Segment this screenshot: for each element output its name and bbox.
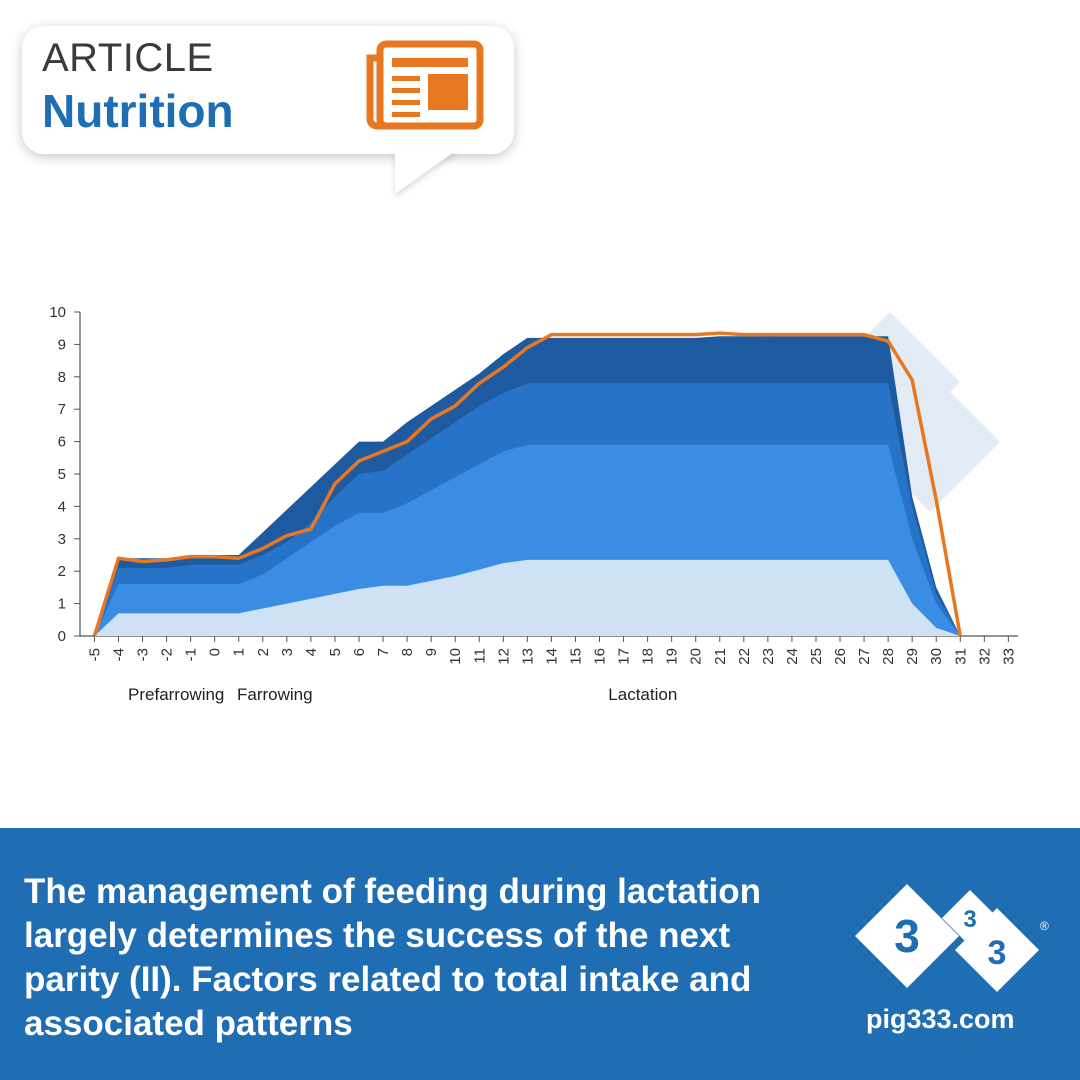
logo-registered-mark: ® xyxy=(1040,919,1049,933)
x-tick-label: 29 xyxy=(904,648,921,665)
y-tick-label: 2 xyxy=(58,563,66,580)
x-tick-label: 7 xyxy=(375,648,392,656)
x-tick-label: 26 xyxy=(832,648,849,665)
chart-areas xyxy=(94,336,961,636)
x-tick-label: -1 xyxy=(183,648,200,661)
y-tick-label: 7 xyxy=(58,401,66,418)
x-tick-label: 11 xyxy=(471,648,488,664)
x-tick-label: 24 xyxy=(784,648,801,665)
x-tick-label: 22 xyxy=(736,648,753,665)
x-tick-label: 3 xyxy=(279,648,296,656)
y-tick-label: 8 xyxy=(58,369,66,386)
logo-digit-right: 3 xyxy=(988,934,1007,972)
x-tick-label: 28 xyxy=(880,648,897,665)
x-tick-label: 13 xyxy=(519,648,536,665)
x-tick-label: 30 xyxy=(928,648,945,665)
x-tick-label: 14 xyxy=(543,648,560,665)
y-tick-label: 1 xyxy=(58,596,66,613)
chart-line xyxy=(92,331,963,637)
y-tick-label: 4 xyxy=(58,498,66,515)
x-tick-label: 1 xyxy=(231,648,248,656)
x-tick-label: 2 xyxy=(255,648,272,656)
area-series xyxy=(94,559,961,636)
y-tick-label: 9 xyxy=(58,336,66,353)
intake-line xyxy=(92,331,963,637)
y-tick-label: 0 xyxy=(58,628,66,645)
x-tick-label: 27 xyxy=(856,648,873,665)
x-tick-label: 25 xyxy=(808,648,825,665)
newspaper-icon xyxy=(366,40,484,130)
article-headline: The management of feeding during lactati… xyxy=(24,872,761,1043)
x-tick-label: 15 xyxy=(567,648,584,665)
x-tick-label: 19 xyxy=(664,648,681,665)
x-tick-label: 9 xyxy=(423,648,440,656)
pig333-logo-icon: 3 3 3 ® xyxy=(855,884,1049,992)
x-tick-label: 5 xyxy=(327,648,344,656)
badge-section: Nutrition xyxy=(42,85,234,137)
x-tick-label: 6 xyxy=(351,648,368,656)
x-tick-label: 21 xyxy=(712,648,729,665)
footer-banner: The management of feeding during lactati… xyxy=(0,828,1080,1080)
x-tick-label: 8 xyxy=(399,648,416,656)
y-tick-label: 5 xyxy=(58,466,66,483)
x-tick-label: 4 xyxy=(303,648,320,656)
logo-digit-top: 3 xyxy=(963,906,976,933)
x-tick-label: 0 xyxy=(207,648,224,656)
phase-label: Farrowing xyxy=(237,685,313,704)
x-tick-label: 17 xyxy=(616,648,633,665)
y-tick-label: 6 xyxy=(58,434,66,451)
y-tick-label: 3 xyxy=(58,531,66,548)
x-tick-label: 33 xyxy=(1000,648,1017,665)
x-tick-label: 12 xyxy=(495,648,512,665)
badge-tail xyxy=(395,150,457,194)
phase-label: Prefarrowing xyxy=(128,685,224,704)
y-tick-label: 10 xyxy=(49,304,66,321)
article-badge: ARTICLE Nutrition xyxy=(22,26,514,154)
x-tick-label: 31 xyxy=(952,648,969,665)
x-tick-label: 18 xyxy=(640,648,657,665)
logo-site: pig333.com xyxy=(866,1004,1015,1034)
x-tick-label: -4 xyxy=(110,648,127,661)
logo-digit-left: 3 xyxy=(894,910,920,962)
x-tick-label: 23 xyxy=(760,648,777,665)
x-tick-label: -2 xyxy=(159,648,176,661)
x-tick-label: -5 xyxy=(86,648,103,661)
x-tick-label: 32 xyxy=(976,648,993,665)
badge-kicker: ARTICLE xyxy=(42,36,214,80)
x-tick-label: 10 xyxy=(447,648,464,665)
x-tick-label: -3 xyxy=(135,648,152,661)
phase-label: Lactation xyxy=(608,685,677,704)
x-tick-label: 16 xyxy=(592,648,609,665)
x-tick-label: 20 xyxy=(688,648,705,665)
